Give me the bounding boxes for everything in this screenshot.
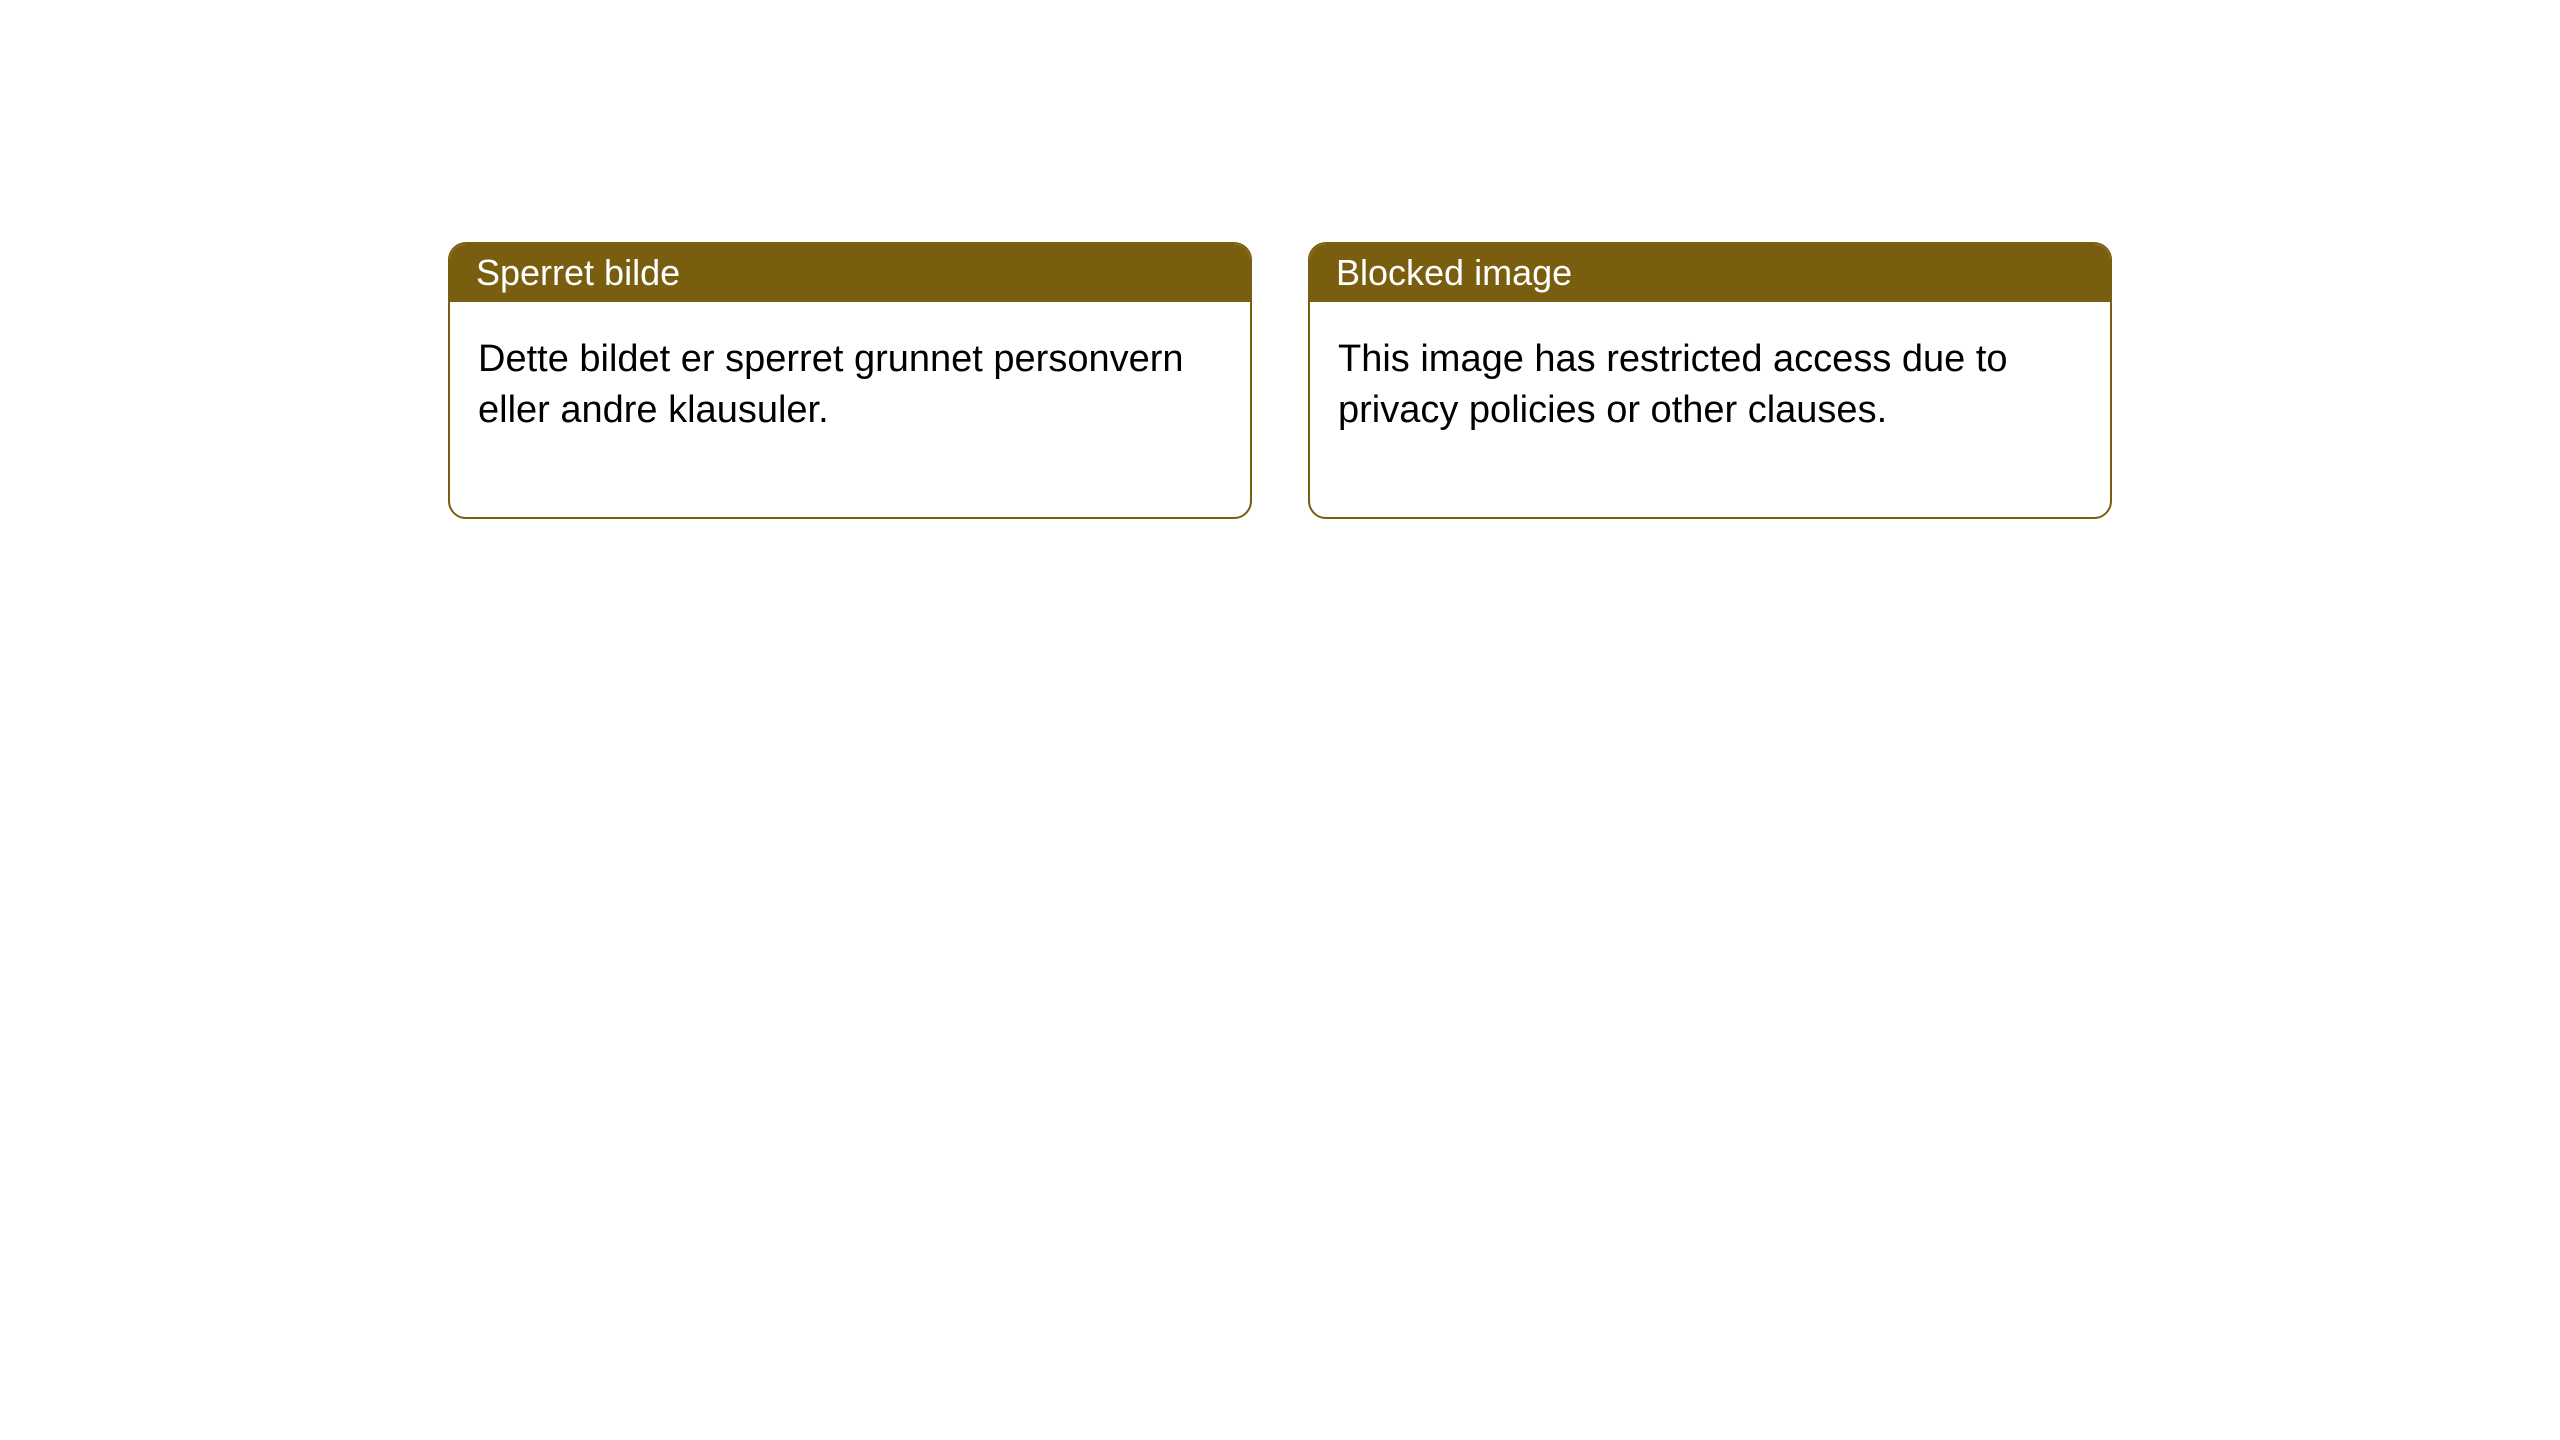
notice-card-title: Sperret bilde — [450, 244, 1250, 302]
notice-card-english: Blocked image This image has restricted … — [1308, 242, 2112, 519]
notice-card-body: Dette bildet er sperret grunnet personve… — [450, 302, 1250, 517]
notice-card-norwegian: Sperret bilde Dette bildet er sperret gr… — [448, 242, 1252, 519]
notice-container: Sperret bilde Dette bildet er sperret gr… — [0, 0, 2560, 519]
notice-card-title: Blocked image — [1310, 244, 2110, 302]
notice-card-body: This image has restricted access due to … — [1310, 302, 2110, 517]
